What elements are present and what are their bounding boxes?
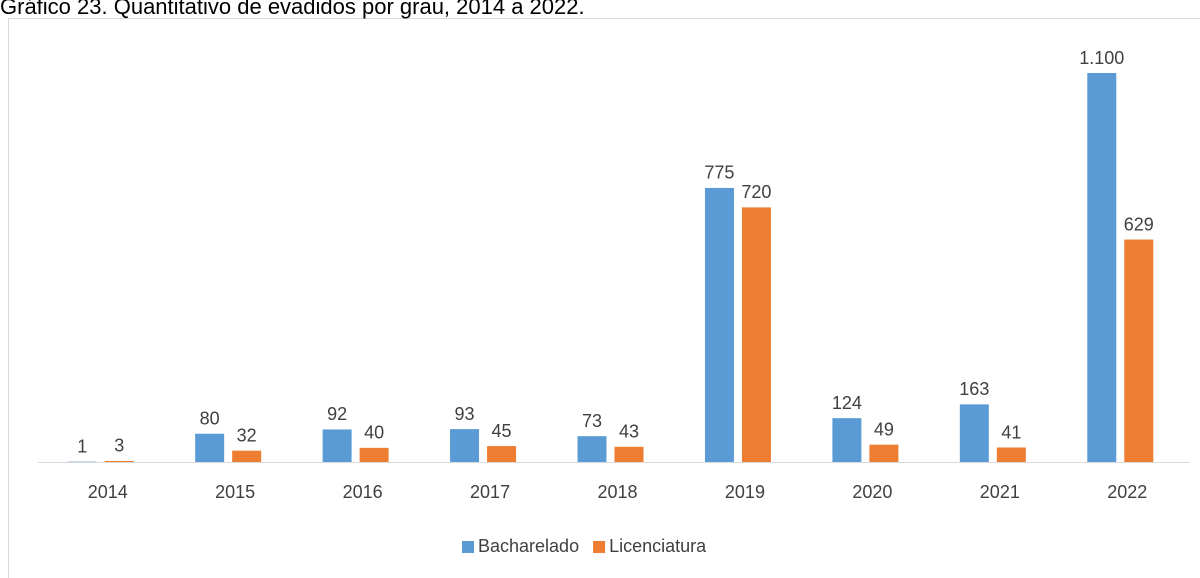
data-label: 93 <box>455 404 475 424</box>
data-label: 40 <box>364 423 384 443</box>
bar <box>195 433 225 462</box>
data-label: 1.100 <box>1079 48 1124 68</box>
x-tick-label: 2021 <box>980 482 1020 502</box>
chart-border <box>8 18 1200 578</box>
bar <box>614 446 644 462</box>
x-tick-label: 2016 <box>343 482 383 502</box>
data-label: 92 <box>327 404 347 424</box>
data-label: 163 <box>959 379 989 399</box>
data-label: 73 <box>582 411 602 431</box>
data-label: 32 <box>237 425 257 445</box>
bar <box>450 429 480 462</box>
bar <box>232 450 262 462</box>
x-tick-label: 2017 <box>470 482 510 502</box>
legend-label: Licenciatura <box>609 536 707 556</box>
bar <box>104 460 134 462</box>
data-label: 49 <box>874 419 894 439</box>
x-tick-label: 2019 <box>725 482 765 502</box>
bar <box>704 187 734 462</box>
legend-swatch <box>593 541 606 553</box>
legend-label: Bacharelado <box>478 536 579 556</box>
x-tick-label: 2014 <box>88 482 128 502</box>
bar <box>487 446 517 462</box>
bar <box>1124 239 1154 462</box>
chart-title: Gráfico 23. Quantitativo de evadidos por… <box>0 0 585 19</box>
x-tick-label: 2020 <box>852 482 892 502</box>
bar <box>1087 73 1117 462</box>
bar <box>996 447 1026 462</box>
bar <box>359 447 389 462</box>
bar <box>832 418 862 462</box>
data-label: 80 <box>200 408 220 428</box>
bar <box>577 436 607 462</box>
data-label: 629 <box>1124 214 1154 234</box>
x-tick-label: 2022 <box>1107 482 1147 502</box>
bar <box>959 404 989 462</box>
x-tick-label: 2018 <box>597 482 637 502</box>
data-label: 720 <box>741 182 771 202</box>
data-label: 124 <box>832 393 862 413</box>
legend-swatch <box>462 541 474 553</box>
data-label: 1 <box>77 436 87 456</box>
data-label: 3 <box>114 436 124 456</box>
data-label: 41 <box>1001 422 1021 442</box>
bar <box>869 444 899 462</box>
data-label: 45 <box>492 421 512 441</box>
bar <box>741 207 771 462</box>
x-tick-label: 2015 <box>215 482 255 502</box>
data-label: 775 <box>704 163 734 183</box>
data-label: 43 <box>619 422 639 442</box>
bar <box>322 429 352 462</box>
